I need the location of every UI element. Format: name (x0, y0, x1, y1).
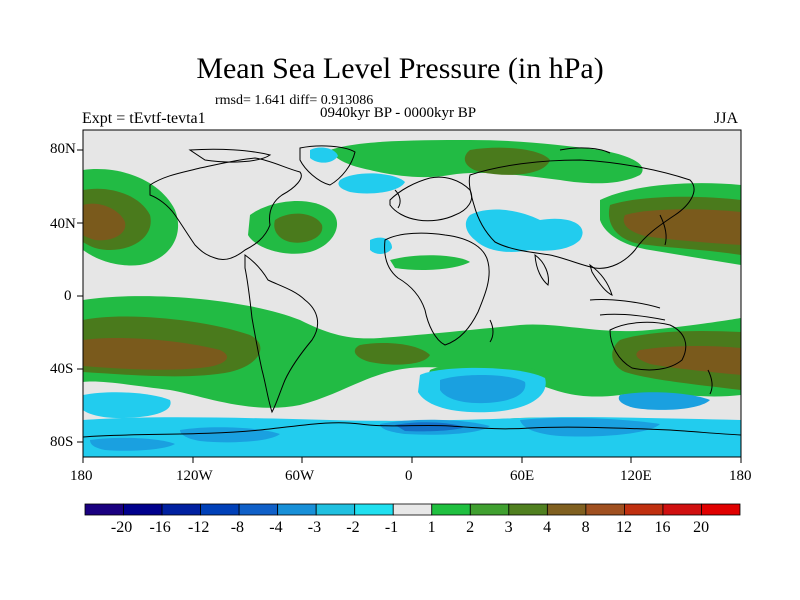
x-tick-label: 180 (70, 468, 93, 484)
season-label: JJA (714, 110, 739, 127)
map-title: Mean Sea Level Pressure (in hPa) (196, 52, 604, 85)
x-tick-label: 180 (729, 468, 752, 484)
colorbar-swatch (84, 503, 124, 516)
colorbar-swatch (431, 503, 471, 516)
colorbar-label: 1 (427, 519, 436, 536)
colorbar-label: -2 (346, 519, 360, 536)
y-tick-label: 0 (64, 288, 72, 304)
colorbar-label: -8 (230, 519, 245, 536)
colorbar-swatch (315, 503, 356, 516)
colorbar-swatch (546, 503, 587, 516)
colorbar-label: 8 (581, 519, 590, 536)
colorbar-label: -16 (149, 519, 171, 536)
period-label: 0940kyr BP - 0000kyr BP (320, 105, 477, 121)
y-tick-label: 80S (50, 434, 74, 450)
y-tick-label: 40S (50, 361, 74, 377)
stats-label: rmsd= 1.641 diff= 0.913086 (215, 93, 374, 108)
colorbar-label: 2 (466, 519, 475, 536)
colorbar-label: -4 (269, 519, 283, 536)
coastlines (83, 145, 741, 438)
experiment-label: Expt = tEvtf-tevta1 (82, 110, 206, 127)
colorbar-swatch (469, 503, 510, 516)
colorbar-label: -3 (307, 519, 322, 536)
axis-ticks (77, 149, 742, 463)
colorbar-label: 20 (693, 519, 710, 536)
map-field (83, 130, 741, 457)
colorbar-swatch (624, 503, 664, 516)
colorbar-swatch (161, 503, 201, 516)
y-tick-label: 80N (50, 141, 76, 157)
colorbar-label: 3 (504, 519, 513, 536)
colorbar-swatch (662, 503, 702, 516)
colorbar-swatch (701, 503, 741, 516)
colorbar-label: -20 (110, 519, 133, 536)
colorbar-label: 16 (654, 519, 671, 536)
colorbar-label: -1 (384, 519, 399, 536)
colorbar-swatch (392, 503, 433, 516)
colorbar-swatch (585, 503, 625, 516)
colorbar-swatch (354, 503, 394, 516)
x-tick-label: 120W (176, 468, 213, 484)
colorbar (84, 503, 741, 516)
colorbar-label: 4 (543, 519, 552, 536)
colorbar-swatch (200, 503, 240, 516)
colorbar-swatch (277, 503, 317, 516)
colorbar-swatch (508, 503, 548, 516)
x-tick-label: 60E (510, 468, 535, 484)
x-tick-label: 0 (405, 468, 413, 484)
colorbar-swatch (238, 503, 279, 516)
colorbar-label: -12 (187, 519, 210, 536)
x-tick-label: 60W (285, 468, 315, 484)
x-tick-label: 120E (620, 468, 652, 484)
colorbar-swatch (123, 503, 163, 516)
y-tick-label: 40N (50, 216, 76, 232)
colorbar-label: 12 (616, 519, 632, 536)
